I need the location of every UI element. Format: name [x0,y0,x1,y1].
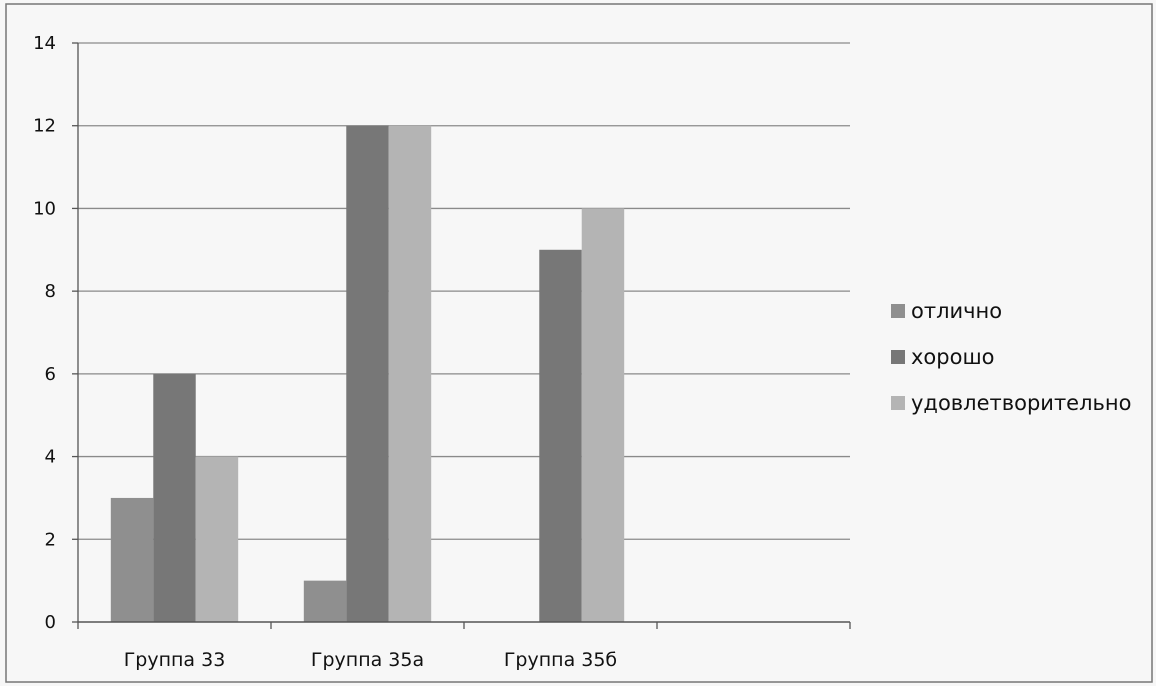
legend-label: хорошо [911,345,995,369]
y-tick-label: 8 [45,281,56,302]
legend: отлично хорошо удовлетворительно [891,299,1131,415]
axes: 0 2 4 6 8 10 12 14 Группа 33 Группа 35а Группа 35б [33,33,851,671]
bar-2-1 [153,373,196,622]
legend-swatch [891,350,905,364]
bar-2-2 [346,125,389,622]
bar-1-1 [110,497,154,622]
legend-swatch [891,304,905,318]
legend-swatch [891,396,905,410]
bar-2-3 [539,249,582,623]
x-tick-label: Группа 33 [124,649,226,671]
bars [110,125,625,623]
y-tick-label: 0 [45,612,56,633]
y-tick-label: 6 [45,364,56,385]
y-tick-label: 10 [33,198,56,219]
y-tick-label: 2 [45,529,56,550]
bar-1-2 [303,580,347,622]
legend-label: отлично [911,299,1002,323]
bar-3-2 [388,125,432,622]
x-tick-label: Группа 35б [504,649,617,671]
x-tick-label: Группа 35а [311,649,424,671]
bar-3-3 [581,208,625,622]
bar-3-1 [195,456,239,622]
y-tick-label: 4 [45,447,56,468]
legend-label: удовлетворительно [911,391,1131,415]
y-tick-label: 12 [33,116,56,137]
y-tick-label: 14 [33,33,56,54]
